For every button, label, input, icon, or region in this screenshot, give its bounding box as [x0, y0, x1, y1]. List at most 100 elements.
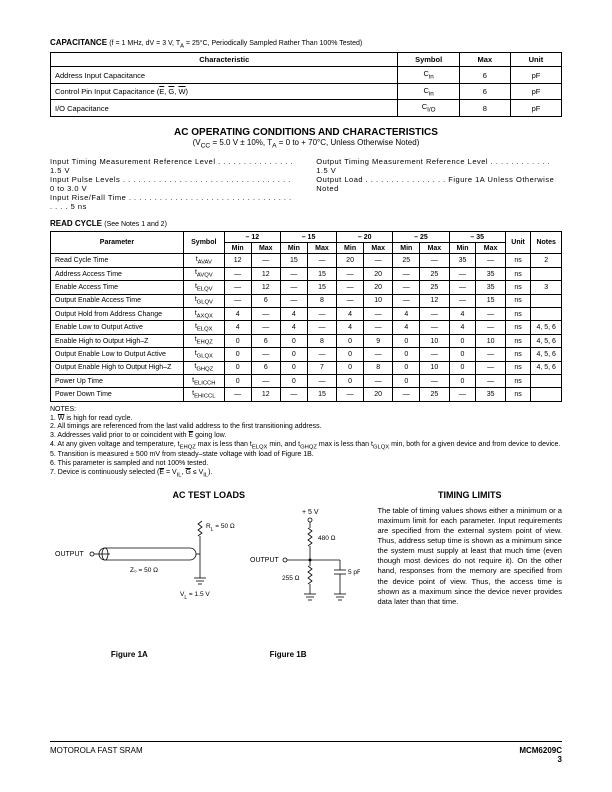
footer-right: MCM6209C3 — [519, 746, 562, 764]
param-cell: Enable Access Time — [51, 281, 184, 294]
svg-text:RL = 50 Ω: RL = 50 Ω — [206, 523, 235, 533]
note-item: 4. At any given voltage and temperature,… — [50, 441, 562, 452]
val-cell: 12 — [224, 254, 251, 267]
val-cell: 35 — [476, 388, 505, 401]
val-cell: 35 — [476, 267, 505, 280]
note-item: 2. All timings are referenced from the l… — [50, 423, 562, 432]
sym-cell: tAVQV — [183, 267, 224, 280]
col-characteristic: Characteristic — [51, 53, 398, 67]
val-cell: 0 — [337, 348, 364, 361]
unit-cell: ns — [505, 254, 531, 267]
val-cell: — — [364, 348, 393, 361]
hdr-max: Max — [364, 243, 393, 254]
val-cell: 8 — [364, 361, 393, 374]
ac-heading: AC OPERATING CONDITIONS AND CHARACTERIST… — [50, 127, 562, 138]
val-cell: 0 — [393, 334, 420, 347]
capacitance-title: CAPACITANCE (f = 1 MHz, dV = 3 V, TA = 2… — [50, 38, 362, 47]
val-cell: — — [364, 375, 393, 388]
svg-text:OUTPUT: OUTPUT — [250, 557, 280, 564]
val-cell: 4 — [393, 308, 420, 321]
val-cell: 12 — [251, 267, 280, 280]
val-cell: 0 — [393, 348, 420, 361]
sym-cell: tAXQX — [183, 308, 224, 321]
ac-test-loads: AC TEST LOADS OUTPUT Z₀ = 50 Ω RL = 50 Ω… — [50, 490, 367, 659]
val-cell: — — [364, 308, 393, 321]
val-cell: — — [393, 267, 420, 280]
val-cell: 6 — [251, 361, 280, 374]
val-cell: — — [251, 348, 280, 361]
note-cell: 4, 5, 6 — [531, 334, 562, 347]
table-cell: Address Input Capacitance — [51, 67, 398, 84]
val-cell: — — [420, 375, 449, 388]
val-cell: — — [476, 361, 505, 374]
footer-left: MOTOROLA FAST SRAM — [50, 746, 143, 764]
table-cell: pF — [510, 100, 561, 117]
val-cell: 4 — [280, 308, 307, 321]
hdr-12: – 12 — [224, 232, 280, 243]
hdr-min: Min — [337, 243, 364, 254]
hdr-20: – 20 — [337, 232, 393, 243]
ac-subheading: (VCC = 5.0 V ± 10%, TA = 0 to + 70°C, Un… — [50, 138, 562, 150]
unit-cell: ns — [505, 334, 531, 347]
param-cell: Enable High to Output High–Z — [51, 334, 184, 347]
val-cell: 0 — [280, 361, 307, 374]
val-cell: — — [449, 281, 476, 294]
param-cell: Output Enable Low to Output Active — [51, 348, 184, 361]
note-cell — [531, 267, 562, 280]
val-cell: 0 — [449, 361, 476, 374]
hdr-parameter: Parameter — [51, 232, 184, 254]
ac-line: Output Timing Measurement Reference Leve… — [316, 157, 562, 175]
val-cell: 7 — [307, 361, 336, 374]
val-cell: 15 — [307, 267, 336, 280]
val-cell: 0 — [393, 375, 420, 388]
hdr-15: – 15 — [280, 232, 336, 243]
note-cell — [531, 388, 562, 401]
val-cell: 6 — [251, 334, 280, 347]
val-cell: 12 — [251, 281, 280, 294]
svg-text:480 Ω: 480 Ω — [318, 535, 336, 542]
val-cell: — — [307, 254, 336, 267]
ac-right-col: Output Timing Measurement Reference Leve… — [316, 157, 562, 211]
capacitance-cond: (f = 1 MHz, dV = 3 V, TA = 25°C, Periodi… — [109, 40, 362, 47]
table-cell: pF — [510, 67, 561, 84]
param-cell: Read Cycle Time — [51, 254, 184, 267]
val-cell: 10 — [420, 334, 449, 347]
val-cell: — — [224, 281, 251, 294]
svg-text:+ 5 V: + 5 V — [302, 509, 319, 516]
val-cell: — — [251, 321, 280, 334]
val-cell: 15 — [307, 281, 336, 294]
hdr-min: Min — [280, 243, 307, 254]
val-cell: 4 — [224, 308, 251, 321]
unit-cell: ns — [505, 267, 531, 280]
param-cell: Power Up Time — [51, 375, 184, 388]
sym-cell: tAVAV — [183, 254, 224, 267]
val-cell: — — [251, 254, 280, 267]
sym-cell: tEHICCL — [183, 388, 224, 401]
val-cell: 4 — [337, 321, 364, 334]
val-cell: 12 — [420, 294, 449, 307]
table-cell: Cin — [398, 83, 459, 100]
val-cell: 4 — [280, 321, 307, 334]
val-cell: 25 — [420, 388, 449, 401]
val-cell: 25 — [420, 267, 449, 280]
val-cell: — — [364, 321, 393, 334]
note-cell: 4, 5, 6 — [531, 361, 562, 374]
val-cell: — — [420, 254, 449, 267]
hdr-unit: Unit — [505, 232, 531, 254]
val-cell: — — [476, 321, 505, 334]
read-cycle-section: READ CYCLE (See Notes 1 and 2) Parameter… — [50, 219, 562, 401]
sym-cell: tGLQX — [183, 348, 224, 361]
val-cell: — — [307, 321, 336, 334]
unit-cell: ns — [505, 375, 531, 388]
read-title: READ CYCLE — [50, 219, 102, 228]
val-cell: — — [476, 348, 505, 361]
val-cell: 15 — [280, 254, 307, 267]
val-cell: 15 — [307, 388, 336, 401]
lower-section: AC TEST LOADS OUTPUT Z₀ = 50 Ω RL = 50 Ω… — [50, 490, 562, 659]
val-cell: 0 — [449, 348, 476, 361]
svg-text:Z₀ = 50 Ω: Z₀ = 50 Ω — [130, 567, 158, 574]
capacitance-section: CAPACITANCE (f = 1 MHz, dV = 3 V, TA = 2… — [50, 38, 562, 117]
note-cell: 4, 5, 6 — [531, 321, 562, 334]
hdr-25: – 25 — [393, 232, 449, 243]
note-item: 6. This parameter is sampled and not 100… — [50, 460, 562, 469]
